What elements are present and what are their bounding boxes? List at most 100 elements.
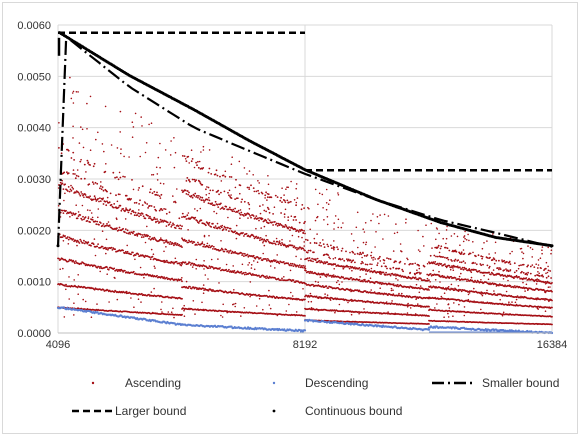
- ascending-point: [187, 212, 190, 214]
- ascending-point: [96, 303, 98, 305]
- ascending-point: [146, 225, 148, 228]
- ascending-point: [291, 234, 294, 237]
- ascending-point: [395, 223, 397, 225]
- ascending-point: [212, 248, 214, 250]
- ascending-point: [418, 291, 421, 294]
- ascending-point: [399, 274, 402, 277]
- ascending-point: [285, 225, 288, 228]
- ascending-point: [81, 219, 83, 221]
- ascending-point: [537, 271, 539, 273]
- ascending-point: [299, 281, 302, 283]
- ascending-point: [94, 198, 97, 201]
- ascending-point: [110, 246, 113, 249]
- ascending-point: [317, 309, 320, 312]
- ascending-point: [539, 257, 542, 260]
- ascending-point: [362, 241, 365, 244]
- ascending-point: [262, 308, 264, 311]
- ascending-point: [300, 248, 303, 250]
- ascending-point: [302, 232, 305, 234]
- ascending-point: [223, 190, 226, 193]
- ascending-point: [464, 237, 466, 240]
- ascending-point: [151, 192, 154, 195]
- ascending-point: [429, 254, 432, 257]
- ascending-point: [80, 126, 82, 128]
- ascending-point: [230, 163, 233, 165]
- ascending-point: [224, 226, 227, 229]
- ascending-point: [107, 221, 110, 223]
- ascending-point: [94, 181, 97, 184]
- ascending-point: [459, 244, 461, 246]
- ascending-point: [178, 217, 181, 220]
- ascending-point: [189, 285, 191, 288]
- ascending-point: [59, 181, 62, 184]
- ascending-point: [289, 269, 292, 272]
- ascending-point: [181, 237, 183, 240]
- ascending-point: [228, 251, 230, 254]
- ascending-point: [274, 194, 277, 197]
- ascending-point: [428, 305, 430, 308]
- ascending-point: [160, 193, 163, 196]
- ascending-point: [154, 218, 157, 221]
- ascending-point: [80, 217, 83, 220]
- ascending-point: [62, 212, 65, 215]
- ascending-point: [250, 264, 253, 266]
- ascending-point: [76, 239, 79, 242]
- ascending-point: [457, 259, 460, 261]
- ascending-point: [464, 262, 467, 264]
- ascending-point: [465, 267, 467, 270]
- ascending-point: [197, 241, 199, 244]
- ascending-point: [474, 262, 477, 264]
- ascending-point: [117, 178, 120, 181]
- ascending-point: [116, 227, 118, 230]
- ascending-point: [228, 206, 231, 209]
- ascending-point: [299, 266, 302, 269]
- ascending-point: [426, 277, 429, 280]
- ascending-point: [158, 221, 161, 224]
- ascending-point: [144, 151, 147, 154]
- ascending-point: [447, 303, 450, 305]
- ascending-point: [248, 188, 251, 191]
- ascending-point: [283, 226, 286, 228]
- ascending-point: [470, 276, 473, 279]
- ascending-point: [281, 201, 283, 204]
- ascending-point: [106, 196, 109, 199]
- ascending-point: [408, 286, 411, 289]
- ascending-point: [265, 219, 267, 222]
- ascending-point: [247, 217, 249, 219]
- ascending-point: [136, 214, 139, 216]
- ascending-point: [480, 308, 482, 311]
- ascending-point: [525, 283, 528, 286]
- ascending-point: [61, 236, 64, 239]
- ascending-point: [211, 245, 214, 247]
- ascending-point: [315, 295, 318, 298]
- ascending-point: [133, 214, 136, 217]
- ascending-point: [116, 147, 119, 149]
- ascending-point: [301, 266, 304, 269]
- ascending-point: [429, 273, 432, 275]
- ascending-point: [169, 221, 172, 224]
- ascending-point: [112, 206, 115, 209]
- ascending-point: [227, 191, 229, 194]
- ascending-point: [326, 223, 329, 226]
- ascending-point: [189, 261, 191, 264]
- ascending-point: [459, 288, 462, 291]
- ascending-point: [407, 295, 410, 298]
- ascending-point: [62, 188, 65, 191]
- ascending-point: [208, 199, 211, 202]
- ascending-point: [440, 263, 443, 265]
- ascending-point: [323, 246, 326, 249]
- ascending-point: [151, 274, 154, 277]
- ascending-point: [420, 306, 422, 308]
- ascending-point: [220, 249, 222, 251]
- ascending-point: [153, 236, 156, 239]
- ascending-point: [305, 269, 307, 272]
- ascending-point: [80, 262, 83, 265]
- ascending-point: [122, 175, 124, 178]
- ascending-point: [62, 240, 65, 242]
- ascending-point: [529, 246, 532, 249]
- ascending-point: [243, 255, 245, 257]
- ascending-point: [278, 224, 281, 227]
- ascending-point: [366, 263, 369, 266]
- ascending-point: [172, 195, 174, 197]
- ascending-point: [533, 266, 536, 268]
